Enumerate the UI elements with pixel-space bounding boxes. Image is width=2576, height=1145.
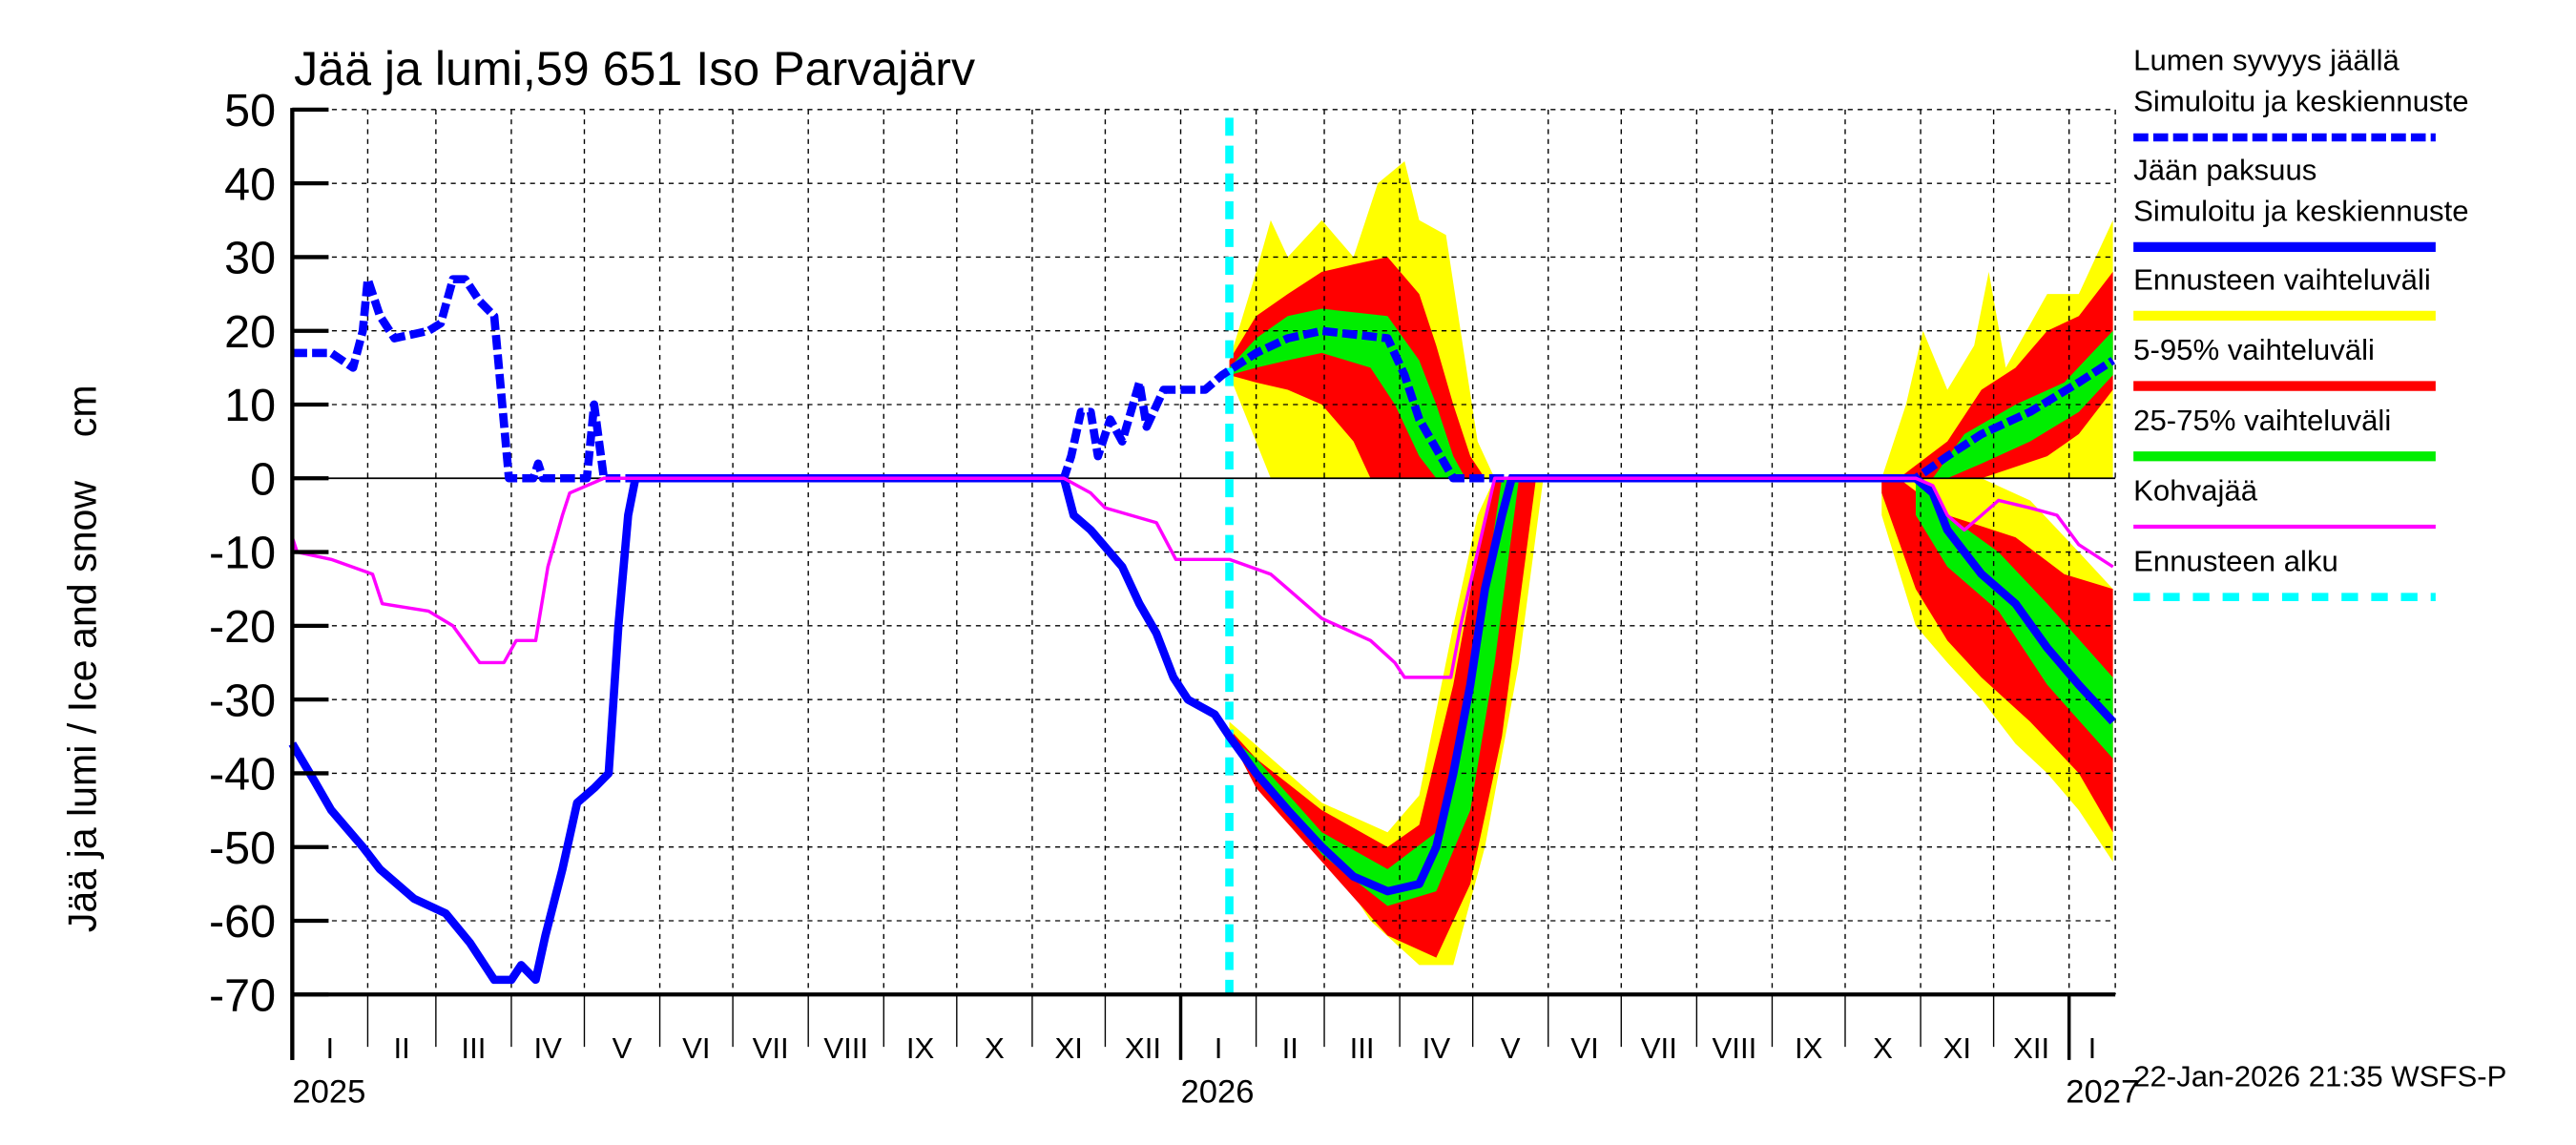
month-label: VIII bbox=[1713, 1031, 1757, 1065]
month-label: III bbox=[1350, 1031, 1375, 1065]
legend-label: Lumen syvyys jäällä bbox=[2133, 44, 2399, 77]
band-area bbox=[1881, 478, 2113, 833]
month-label: II bbox=[393, 1031, 409, 1065]
series-line bbox=[288, 473, 2116, 985]
legend-label: Ennusteen vaihteluväli bbox=[2133, 263, 2431, 297]
series-line bbox=[292, 275, 2116, 483]
y-tick-label: 10 bbox=[224, 380, 276, 431]
y-tick-label: 40 bbox=[224, 158, 276, 210]
legend-label: Kohvajää bbox=[2133, 474, 2258, 508]
forecast-bands bbox=[1229, 160, 2113, 966]
y-axis-label: Jää ja lumi / Ice and snow cm bbox=[60, 385, 104, 932]
year-label: 2025 bbox=[292, 1074, 365, 1111]
y-tick-label: -70 bbox=[209, 970, 276, 1022]
month-label: IX bbox=[1795, 1031, 1823, 1065]
y-tick-label: 30 bbox=[224, 233, 276, 284]
month-label: V bbox=[613, 1031, 633, 1065]
year-label: 2026 bbox=[1181, 1074, 1255, 1111]
series-line bbox=[290, 476, 2114, 679]
band-area bbox=[1229, 308, 1466, 479]
month-label: VI bbox=[682, 1031, 710, 1065]
y-tick-label: -30 bbox=[209, 675, 276, 726]
month-label: VII bbox=[753, 1031, 789, 1065]
month-label: IX bbox=[906, 1031, 935, 1065]
chart-title: Jää ja lumi,59 651 Iso Parvajärv bbox=[294, 42, 975, 95]
legend-label: 5-95% vaihteluväli bbox=[2133, 333, 2375, 366]
year-label: 2027 bbox=[2066, 1074, 2139, 1111]
month-label: VI bbox=[1570, 1031, 1598, 1065]
series-lines bbox=[288, 117, 2116, 995]
legend-label: Jään paksuus bbox=[2133, 154, 2316, 187]
y-tick-label: -50 bbox=[209, 822, 276, 874]
legend-label: 25-75% vaihteluväli bbox=[2133, 404, 2391, 437]
band-area bbox=[1229, 478, 1536, 958]
month-label: I bbox=[1215, 1031, 1223, 1065]
y-tick-label: 0 bbox=[250, 454, 276, 506]
y-tick-label: -10 bbox=[209, 528, 276, 579]
legend-label: Simuloitu ja keskiennuste bbox=[2133, 85, 2468, 118]
month-label: IV bbox=[533, 1031, 562, 1065]
y-tick-label: 50 bbox=[224, 85, 276, 136]
legend: Lumen syvyys jäällä Simuloitu ja keskienn… bbox=[2133, 44, 2469, 601]
month-label: V bbox=[1501, 1031, 1521, 1065]
y-tick-label: -40 bbox=[209, 749, 276, 801]
band-area bbox=[1899, 271, 2113, 479]
month-label: XII bbox=[2013, 1031, 2049, 1065]
y-tick-label: -20 bbox=[209, 601, 276, 653]
month-label: X bbox=[1873, 1031, 1893, 1065]
month-label: XI bbox=[1054, 1031, 1082, 1065]
month-label: VII bbox=[1641, 1031, 1677, 1065]
month-label: VIII bbox=[823, 1031, 868, 1065]
month-label: XI bbox=[1943, 1031, 1971, 1065]
y-tick-label: -60 bbox=[209, 896, 276, 947]
month-label: IV bbox=[1423, 1031, 1451, 1065]
band-area bbox=[1932, 330, 2113, 479]
month-label: I bbox=[326, 1031, 335, 1065]
month-label: II bbox=[1282, 1031, 1298, 1065]
legend-label: Ennusteen alku bbox=[2133, 544, 2338, 577]
y-tick-label: 20 bbox=[224, 306, 276, 358]
month-label: III bbox=[461, 1031, 486, 1065]
timestamp: 22-Jan-2026 21:35 WSFS-P bbox=[2133, 1059, 2506, 1093]
month-label: I bbox=[2088, 1031, 2097, 1065]
legend-label: Simuloitu ja keskiennuste bbox=[2133, 195, 2468, 228]
month-label: X bbox=[985, 1031, 1005, 1065]
month-label: XII bbox=[1125, 1031, 1161, 1065]
